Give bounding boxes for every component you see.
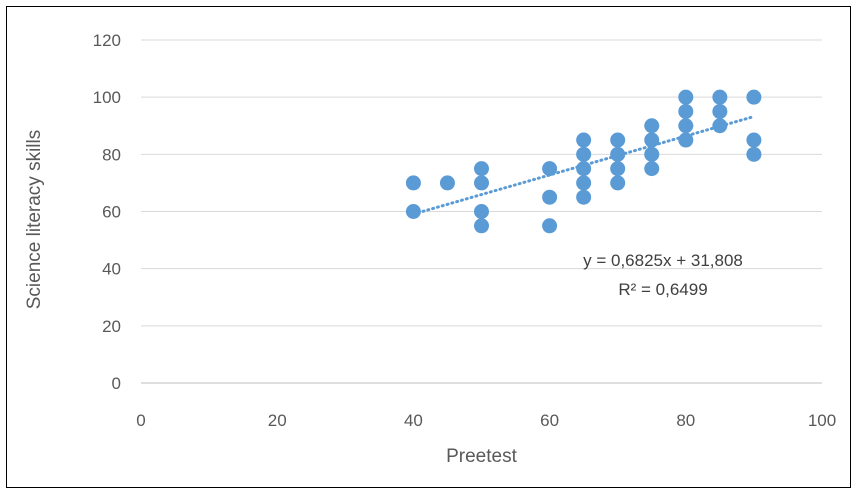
x-tick-label-0: 0 [136, 411, 145, 430]
data-point-17 [610, 146, 626, 162]
r-squared-label: R² = 0,6499 [618, 280, 707, 299]
data-point-8 [542, 161, 558, 177]
data-point-32 [746, 132, 762, 148]
data-point-30 [712, 118, 728, 134]
data-point-29 [712, 103, 728, 119]
data-point-27 [678, 132, 694, 148]
data-point-2 [405, 204, 421, 219]
y-tick-label-60: 60 [102, 203, 121, 222]
data-point-24 [678, 89, 694, 105]
data-point-13 [576, 161, 592, 177]
y-axis-ticks: 0 20 40 60 80 100 120 [93, 31, 121, 393]
data-point-19 [610, 175, 626, 191]
data-point-3 [439, 175, 455, 191]
x-tick-label-100: 100 [808, 411, 836, 430]
y-tick-label-20: 20 [102, 317, 121, 336]
chart-frame [6, 6, 851, 488]
data-point-31 [746, 89, 762, 105]
x-tick-label-20: 20 [268, 411, 287, 430]
x-tick-label-40: 40 [404, 411, 423, 430]
data-point-12 [576, 146, 592, 162]
data-point-28 [712, 89, 728, 105]
data-point-21 [644, 132, 660, 148]
data-point-23 [644, 161, 660, 177]
data-point-7 [474, 218, 489, 234]
data-point-16 [610, 132, 626, 148]
data-point-20 [644, 118, 660, 134]
y-tick-label-80: 80 [102, 145, 121, 164]
data-point-18 [610, 161, 626, 177]
data-points [405, 89, 762, 234]
y-axis-title: Science literacy skills [24, 130, 45, 310]
data-point-1 [405, 175, 421, 191]
data-point-25 [678, 103, 694, 119]
y-tick-label-120: 120 [93, 31, 121, 50]
data-point-11 [576, 132, 592, 148]
data-point-5 [474, 175, 489, 191]
x-axis-ticks: 0 20 40 60 80 100 [136, 411, 836, 430]
data-point-10 [542, 218, 558, 234]
trendline-equation: y = 0,6825x + 31,808 [583, 251, 743, 270]
data-point-9 [542, 189, 558, 205]
y-tick-label-40: 40 [102, 260, 121, 279]
y-tick-label-0: 0 [112, 374, 121, 393]
data-point-33 [746, 146, 762, 162]
x-axis-title: Preetest [446, 446, 517, 467]
y-tick-label-100: 100 [93, 88, 121, 107]
x-tick-label-80: 80 [676, 411, 695, 430]
data-point-26 [678, 118, 694, 134]
data-point-14 [576, 175, 592, 191]
gridlines [141, 39, 822, 384]
x-tick-label-60: 60 [540, 411, 559, 430]
data-point-15 [576, 189, 592, 205]
data-point-22 [644, 146, 660, 162]
data-point-4 [474, 161, 489, 177]
data-point-6 [474, 204, 489, 219]
